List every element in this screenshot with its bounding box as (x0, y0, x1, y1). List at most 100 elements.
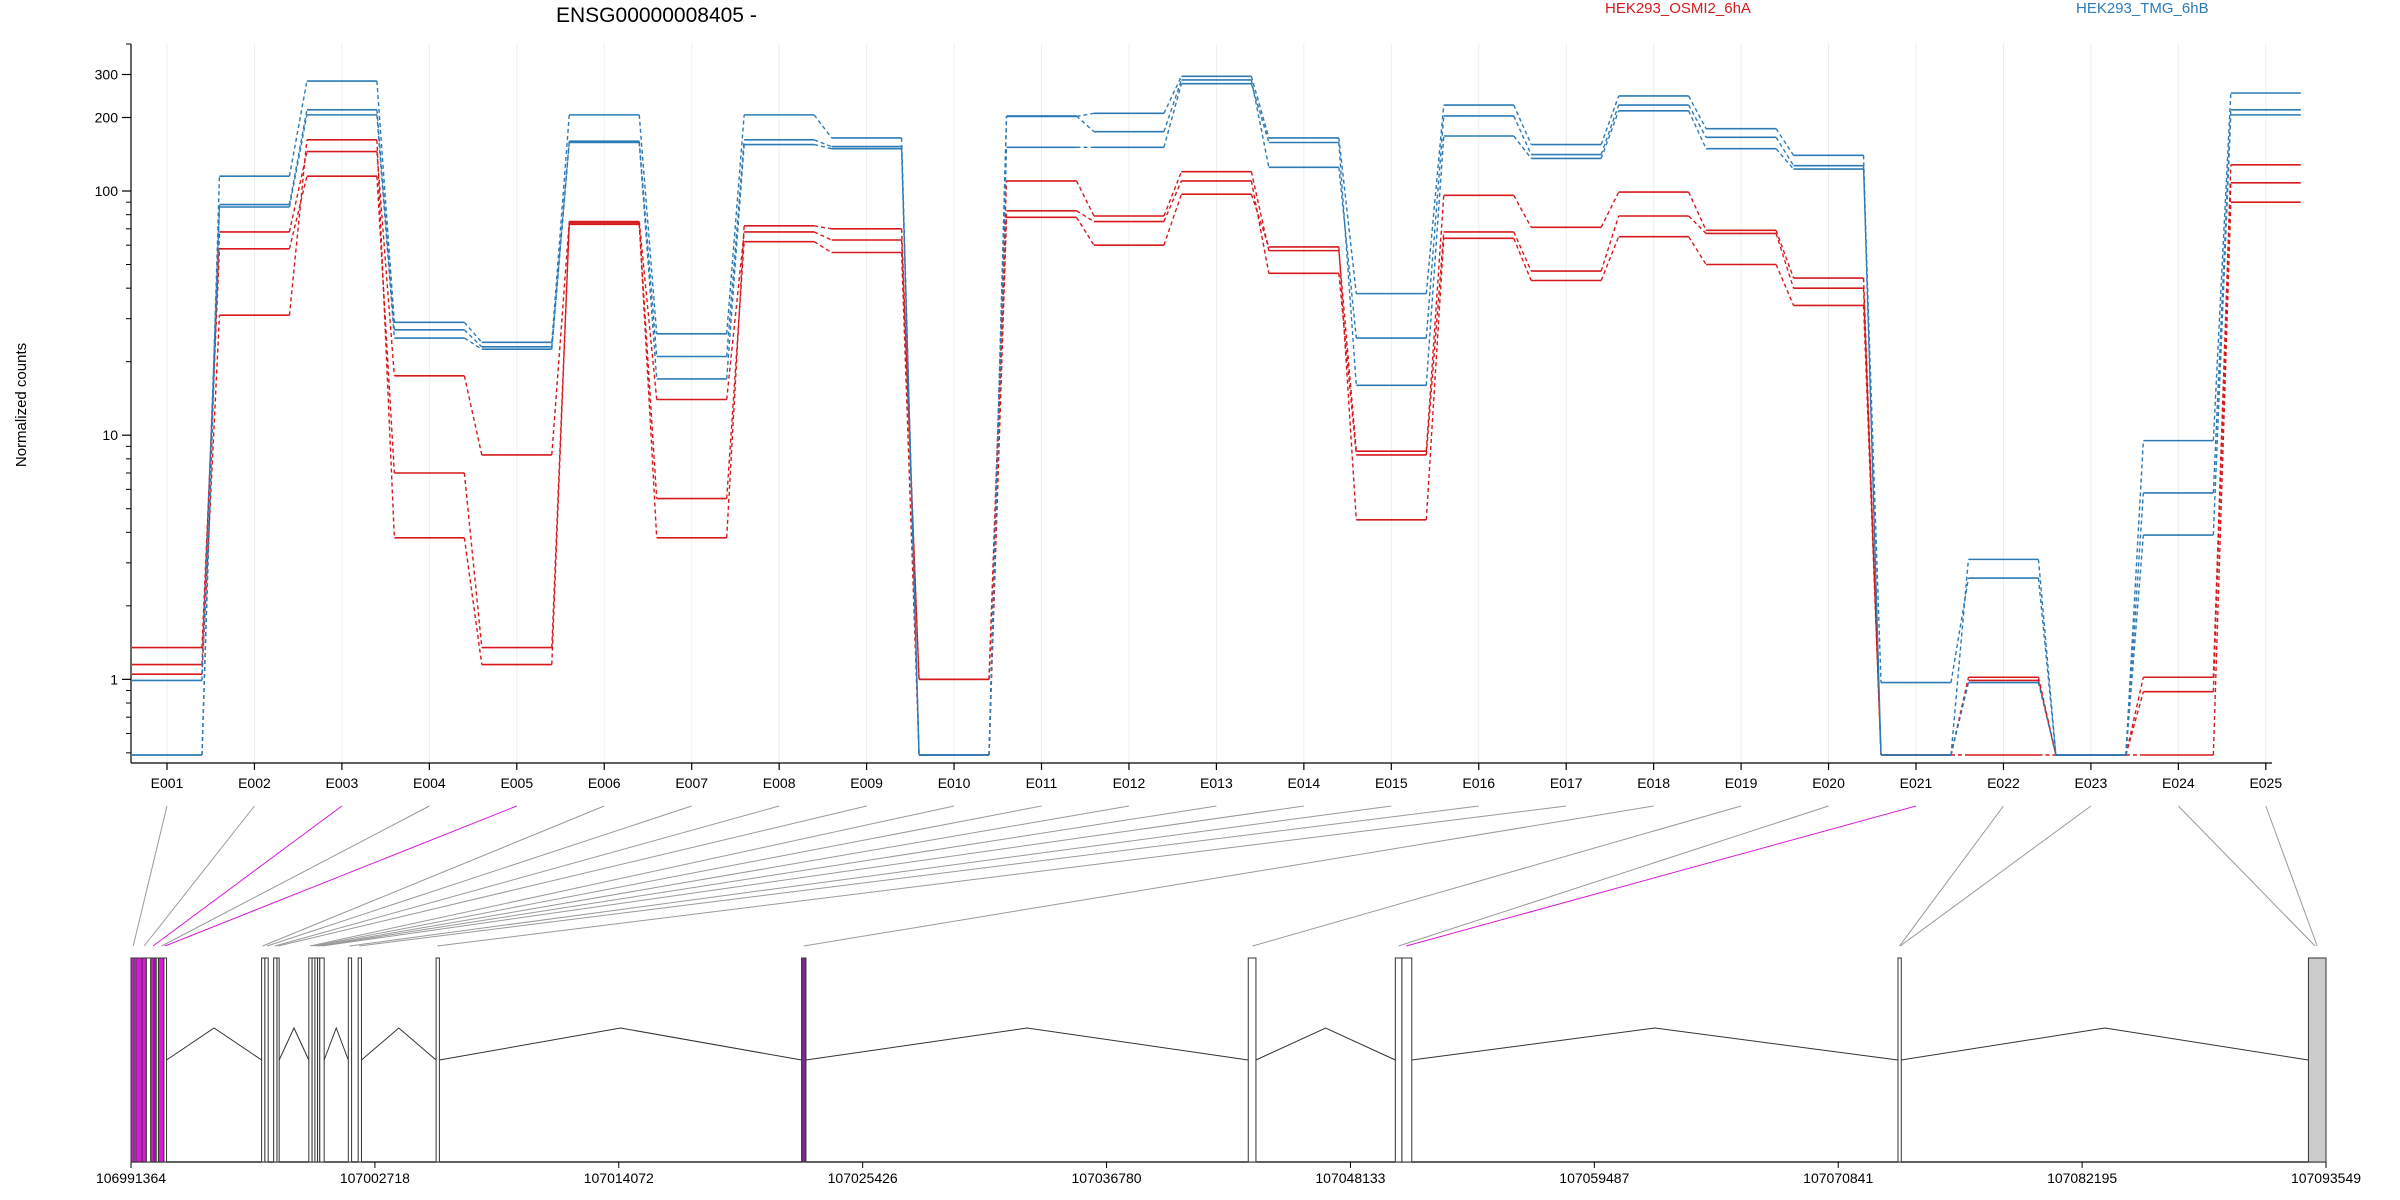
x-tick-label-E023: E023 (2075, 775, 2108, 791)
segment-E012 (1163, 79, 1183, 132)
segment-E007 (726, 139, 745, 357)
segment-E004 (463, 321, 483, 343)
x-tick-label-E010: E010 (938, 775, 971, 791)
segment-E003 (376, 151, 396, 376)
segment-E018 (1688, 236, 1707, 265)
x-tick-label-E014: E014 (1287, 775, 1320, 791)
exon-block (1394, 957, 1403, 1163)
genomic-tick-label: 107036780 (1072, 1170, 1142, 1186)
segment-E018 (1688, 104, 1707, 138)
x-tick-label-E017: E017 (1550, 775, 1583, 791)
segment-E017 (1600, 104, 1620, 155)
segment-E007 (726, 241, 745, 499)
exon-block (347, 957, 353, 1163)
intron-line (439, 1027, 802, 1061)
segment-E024 (2212, 92, 2232, 441)
segment-E019 (1775, 148, 1795, 170)
segment-E012 (1163, 194, 1183, 246)
segment-E015 (1425, 231, 1445, 455)
exon-block (2307, 957, 2327, 1163)
segment-E014 (1338, 273, 1357, 456)
segment-E004 (463, 472, 483, 648)
connector-E005 (164, 805, 517, 947)
intron-line (805, 1027, 1249, 1061)
segment-E005 (551, 222, 570, 665)
segment-E012 (1163, 83, 1183, 148)
genomic-tick-label: 107014072 (584, 1170, 654, 1186)
segment-E014 (1338, 167, 1357, 339)
segment-E011 (1076, 112, 1095, 118)
x-tick-label-E008: E008 (763, 775, 796, 791)
segment-E013 (1250, 76, 1270, 139)
segment-E021 (1950, 682, 1970, 756)
segment-E016 (1513, 115, 1532, 155)
segment-E017 (1600, 110, 1620, 159)
segment-E023 (2125, 440, 2145, 756)
segment-E016 (1513, 104, 1532, 145)
y-tick-label-1: 1 (110, 671, 118, 687)
segment-E005 (551, 114, 570, 343)
connector-E012 (316, 805, 1130, 947)
segment-E018 (1688, 191, 1707, 231)
genomic-tick-label: 107093549 (2291, 1170, 2361, 1186)
x-tick-label-E015: E015 (1375, 775, 1408, 791)
segment-E006 (638, 114, 658, 334)
x-tick-label-E006: E006 (588, 775, 621, 791)
segment-E016 (1513, 195, 1532, 228)
connector-E020 (1398, 805, 1829, 947)
connector-E013 (318, 805, 1217, 947)
segment-E023 (2125, 492, 2145, 756)
connector-E017 (437, 805, 1567, 947)
segment-E004 (463, 375, 483, 456)
y-tick-label-200: 200 (95, 110, 119, 126)
segment-E006 (638, 224, 658, 499)
genomic-tick-label: 106991364 (96, 1170, 166, 1186)
x-tick-label-E021: E021 (1900, 775, 1933, 791)
segment-E023 (2125, 534, 2145, 756)
x-tick-label-E011: E011 (1026, 775, 1058, 791)
segment-E023 (2125, 677, 2145, 756)
segment-E006 (638, 142, 658, 379)
x-tick-label-E004: E004 (413, 775, 446, 791)
segment-E012 (1163, 75, 1183, 114)
exon-block (163, 957, 168, 1163)
segment-E011 (1076, 210, 1095, 223)
x-tick-label-E019: E019 (1725, 775, 1758, 791)
x-tick-label-E012: E012 (1113, 775, 1146, 791)
segment-E013 (1250, 171, 1270, 251)
x-tick-label-E022: E022 (1987, 775, 2020, 791)
connector-E022 (1899, 805, 2004, 947)
segment-E015 (1425, 195, 1445, 452)
exon-block (1897, 957, 1902, 1163)
segment-E004 (463, 337, 483, 350)
series-group (132, 75, 2301, 756)
y-tick-label-10: 10 (102, 427, 118, 443)
segment-E020 (1862, 155, 1882, 756)
segment-E011 (1075, 216, 1095, 246)
exon-block (135, 957, 143, 1163)
segment-E021 (1950, 559, 1970, 756)
genomic-tick-label: 107002718 (340, 1170, 410, 1186)
connector-E023 (1899, 805, 2092, 947)
segment-E019 (1775, 230, 1795, 279)
segment-E009 (900, 146, 920, 756)
segment-E013 (1250, 79, 1270, 168)
x-tick-label-E009: E009 (850, 775, 883, 791)
x-tick-label-E024: E024 (2162, 775, 2195, 791)
intron-line (166, 1027, 262, 1061)
segment-E003 (376, 109, 396, 330)
segment-E012 (1163, 171, 1183, 217)
exon-connector-lines (132, 805, 2318, 947)
segment-E012 (1163, 180, 1183, 222)
segment-E024 (2212, 109, 2232, 493)
intron-line (361, 1027, 437, 1061)
exon-block (319, 957, 325, 1163)
segment-E002 (288, 80, 308, 177)
intron-line (1901, 1027, 2309, 1061)
genomic-tick-label: 107048133 (1315, 1170, 1385, 1186)
y-axis-label: Normalized counts (13, 343, 30, 467)
segment-E002 (288, 109, 308, 205)
x-tick-label-E007: E007 (675, 775, 708, 791)
connector-E007 (266, 805, 692, 947)
segment-E019 (1775, 136, 1795, 167)
